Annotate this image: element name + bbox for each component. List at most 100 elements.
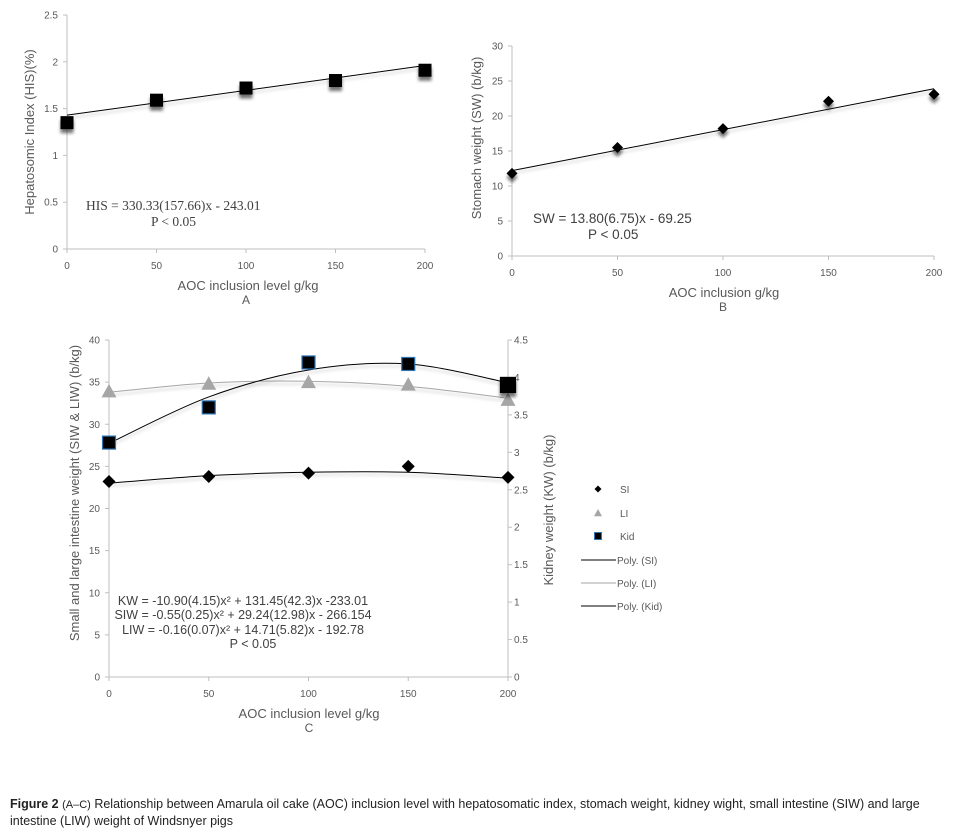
chart-c-equation-siw: SIW = -0.55(0.25)x² + 29.24(12.98)x - 26…: [114, 608, 371, 622]
data-point-si: [501, 470, 515, 484]
chart-b-y-axis-label: Stomach weight (SW) (b/kg): [469, 57, 484, 220]
chart-c-panel-label: C: [305, 721, 314, 735]
chart-c-legend: SI LI Kid Poly. (SI) Poly. (LI) Poly. (Kid): [581, 485, 662, 613]
y-tick-label: 25: [492, 77, 504, 88]
y-tick-label: 5: [94, 630, 100, 641]
legend-entry-label: LI: [620, 509, 628, 520]
data-point-his: [329, 74, 342, 88]
chart-a-points: [60, 63, 432, 130]
data-point-kid: [101, 435, 117, 450]
chart-c-y2-axis-label: Kidney weight (KW) (b/kg): [541, 435, 556, 586]
x-tick-label: 0: [106, 689, 112, 700]
chart-b-panel-label: B: [719, 300, 727, 314]
y-tick-label: 20: [89, 504, 101, 515]
chart-b-tick-labels: 0 5 10 15 20 25 30 0 50 100 150 200: [492, 42, 943, 280]
data-point-sw: [717, 123, 729, 135]
x-tick-label: 100: [300, 689, 317, 700]
y-tick-label: 2: [52, 57, 58, 68]
y2-tick-label: 1: [514, 598, 520, 609]
chart-b-axes: [508, 45, 935, 260]
y-tick-label: 30: [492, 42, 504, 53]
y-tick-label: 30: [89, 420, 101, 431]
y-tick-label: 15: [492, 147, 504, 158]
y-tick-label: 25: [89, 462, 101, 473]
chart-a-y-axis-label: Hepatosomic Index (HIS)(%): [22, 49, 37, 214]
legend-marker-li: [594, 509, 602, 517]
data-point-li: [500, 392, 516, 406]
chart-a-p-value: P < 0.05: [151, 214, 196, 229]
data-point-kid: [201, 400, 216, 415]
y-tick-label: 35: [89, 378, 101, 389]
data-point-kid: [499, 376, 517, 394]
trendline-kid: [108, 362, 509, 444]
y2-tick-label: 1.5: [514, 560, 528, 571]
x-tick-label: 50: [151, 261, 163, 272]
chart-a-hepatosomic-index: 0 0.5 1 1.5 2 2.5 0 50 100 150 200 Hepatosomic Ind…: [22, 11, 434, 308]
y-tick-label: 0: [52, 245, 58, 256]
data-point-his: [60, 116, 74, 130]
x-tick-label: 200: [500, 689, 517, 700]
y-tick-label: 0: [497, 252, 503, 263]
x-tick-label: 150: [327, 261, 344, 272]
chart-a-axes: [63, 14, 426, 253]
x-tick-label: 100: [238, 261, 255, 272]
y2-tick-label: 0.5: [514, 635, 528, 646]
chart-c-x-axis-label: AOC inclusion level g/kg: [239, 706, 380, 721]
y2-tick-label: 2: [514, 523, 520, 534]
y2-tick-label: 3.5: [514, 410, 528, 421]
chart-c-intestine-kidney-weight: 0 5 10 15 20 25 30 35 40 0 50 100 150 200 0 0.5 1 1.5 2 2.5…: [67, 336, 662, 736]
x-tick-label: 0: [64, 261, 70, 272]
legend-entry-label: Poly. (LI): [617, 579, 656, 590]
data-point-si: [202, 469, 216, 483]
chart-c-tick-labels: 0 5 10 15 20 25 30 35 40 0 50 100 150 200 0 0.5 1 1.5 2 2.5…: [89, 336, 528, 701]
x-tick-label: 200: [417, 261, 434, 272]
x-tick-label: 100: [715, 268, 732, 279]
data-point-sw: [823, 95, 834, 107]
data-point-his: [418, 63, 432, 77]
data-point-li: [101, 383, 117, 398]
legend-entry-label: Poly. (Kid): [617, 602, 662, 613]
data-point-li: [301, 374, 316, 389]
chart-c-points: [101, 355, 517, 489]
data-point-kid: [401, 356, 416, 372]
chart-a-panel-label: A: [242, 293, 250, 307]
y-tick-label: 15: [89, 546, 101, 557]
x-tick-label: 150: [400, 689, 417, 700]
y-tick-label: 1: [52, 151, 58, 162]
legend-marker-kid: [594, 532, 602, 540]
data-point-si: [102, 475, 116, 489]
legend-entry-label: Poly. (SI): [617, 556, 657, 567]
data-point-li: [400, 377, 416, 391]
data-point-si: [401, 459, 415, 473]
chart-a-x-axis-label: AOC inclusion level g/kg: [178, 278, 319, 293]
y2-tick-label: 2.5: [514, 485, 528, 496]
y-tick-label: 5: [497, 217, 503, 228]
chart-a-tick-labels: 0 0.5 1 1.5 2 2.5 0 50 100 150 200: [44, 11, 434, 273]
y-tick-label: 20: [492, 112, 504, 123]
y2-tick-label: 4.5: [514, 336, 528, 347]
chart-a-equation: HIS = 330.33(157.66)x - 243.01: [86, 198, 260, 213]
y-tick-label: 10: [492, 182, 504, 193]
x-tick-label: 50: [612, 268, 624, 279]
caption-text: Relationship between Amarula oil cake (A…: [10, 797, 920, 828]
y2-tick-label: 3: [514, 448, 520, 459]
x-tick-label: 150: [820, 268, 837, 279]
y-tick-label: 10: [89, 588, 101, 599]
chart-c-p-value: P < 0.05: [230, 637, 277, 651]
chart-c-equation-liw: LIW = -0.16(0.07)x² + 14.71(5.82)x - 192…: [122, 623, 364, 637]
data-point-sw: [612, 142, 623, 153]
legend-entry-label: Kid: [620, 532, 634, 543]
chart-c-y-axis-label: Small and large intestine weight (SIW & …: [67, 345, 82, 641]
chart-b-p-value: P < 0.05: [588, 227, 638, 242]
caption-label: Figure 2: [10, 797, 59, 811]
chart-c-equation-kw: KW = -10.90(4.15)x² + 131.45(42.3)x -233…: [118, 594, 368, 608]
y-tick-label: 1.5: [44, 104, 58, 115]
caption-range: (A–C): [62, 799, 91, 811]
y-tick-label: 2.5: [44, 11, 58, 22]
x-tick-label: 200: [926, 268, 943, 279]
y-tick-label: 0.5: [44, 198, 58, 209]
data-point-si: [302, 466, 315, 480]
chart-b-x-axis-label: AOC inclusion g/kg: [669, 285, 780, 300]
legend-marker-si: [594, 485, 602, 493]
y2-tick-label: 0: [514, 673, 520, 684]
